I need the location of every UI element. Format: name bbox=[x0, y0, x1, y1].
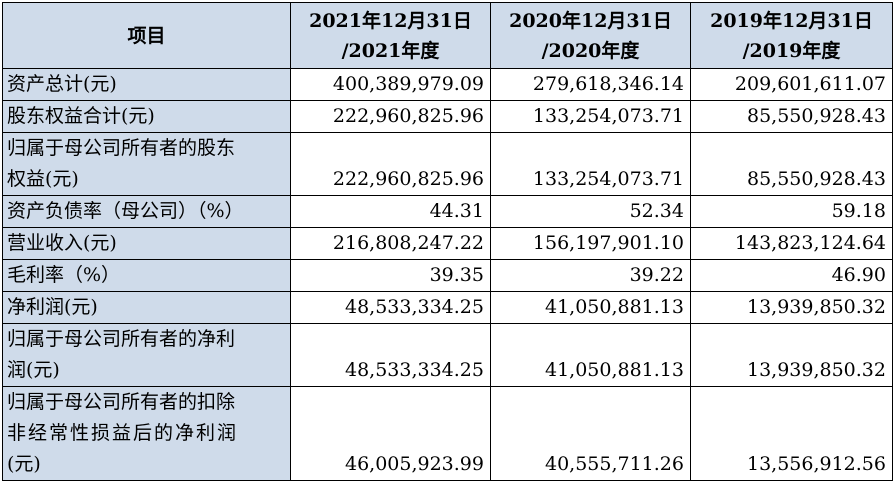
value-2021: 46,005,923.99 bbox=[290, 386, 491, 481]
value-2021: 39.35 bbox=[290, 259, 491, 292]
row-label: 归属于母公司所有者的股东 权益(元) bbox=[2, 132, 291, 196]
table-row: 营业收入(元) 216,808,247.22 156,197,901.10 14… bbox=[2, 227, 893, 260]
row-label: 资产总计(元) bbox=[2, 68, 291, 101]
value-2020: 41,050,881.13 bbox=[490, 291, 691, 324]
value-2019: 85,550,928.43 bbox=[690, 132, 893, 196]
value-2021: 400,389,979.09 bbox=[290, 68, 491, 101]
value-2020: 133,254,073.71 bbox=[490, 132, 691, 196]
header-2019-date: 2019年12月31日 bbox=[710, 9, 873, 32]
row-label: 净利润(元) bbox=[2, 291, 291, 324]
row-label-line: 非经常性损益后的净利润 bbox=[7, 422, 239, 444]
row-label: 归属于母公司所有者的扣除 非经常性损益后的净利润 (元) bbox=[2, 386, 291, 481]
row-label-line: 权益(元) bbox=[7, 168, 79, 190]
row-label: 营业收入(元) bbox=[2, 227, 291, 260]
table-row: 毛利率（%） 39.35 39.22 46.90 bbox=[2, 259, 893, 292]
row-label: 毛利率（%） bbox=[2, 259, 291, 292]
table-row: 股东权益合计(元) 222,960,825.96 133,254,073.71 … bbox=[2, 100, 893, 133]
table-row: 资产负债率（母公司）（%） 44.31 52.34 59.18 bbox=[2, 195, 893, 228]
header-2020-date: 2020年12月31日 bbox=[509, 9, 672, 32]
value-2021: 48,533,334.25 bbox=[290, 323, 491, 387]
value-2020: 39.22 bbox=[490, 259, 691, 292]
value-2019: 59.18 bbox=[690, 195, 893, 228]
table-row: 资产总计(元) 400,389,979.09 279,618,346.14 20… bbox=[2, 68, 893, 101]
table-row: 归属于母公司所有者的净利 润(元) 48,533,334.25 41,050,8… bbox=[2, 323, 893, 387]
row-label-line: 归属于母公司所有者的股东 bbox=[7, 137, 236, 159]
table-row: 归属于母公司所有者的股东 权益(元) 222,960,825.96 133,25… bbox=[2, 132, 893, 196]
header-item: 项目 bbox=[2, 2, 291, 69]
value-2019: 13,556,912.56 bbox=[690, 386, 893, 481]
value-2020: 133,254,073.71 bbox=[490, 100, 691, 133]
header-2021: 2021年12月31日 /2021年度 bbox=[290, 2, 491, 69]
row-label: 归属于母公司所有者的净利 润(元) bbox=[2, 323, 291, 387]
header-2019-year: /2019年度 bbox=[742, 39, 841, 62]
value-2020: 156,197,901.10 bbox=[490, 227, 691, 260]
header-2021-year: /2021年度 bbox=[341, 39, 440, 62]
value-2020: 279,618,346.14 bbox=[490, 68, 691, 101]
table-row: 归属于母公司所有者的扣除 非经常性损益后的净利润 (元) 46,005,923.… bbox=[2, 386, 893, 481]
value-2019: 13,939,850.32 bbox=[690, 291, 893, 324]
header-2020-year: /2020年度 bbox=[541, 39, 640, 62]
row-label-line: 归属于母公司所有者的净利 bbox=[7, 328, 236, 350]
value-2021: 48,533,334.25 bbox=[290, 291, 491, 324]
value-2019: 46.90 bbox=[690, 259, 893, 292]
value-2021: 222,960,825.96 bbox=[290, 132, 491, 196]
header-2019: 2019年12月31日 /2019年度 bbox=[690, 2, 893, 69]
value-2019: 85,550,928.43 bbox=[690, 100, 893, 133]
header-row: 项目 2021年12月31日 /2021年度 2020年12月31日 /2020… bbox=[2, 2, 893, 69]
row-label-line: 润(元) bbox=[7, 359, 60, 381]
header-2020: 2020年12月31日 /2020年度 bbox=[490, 2, 691, 69]
value-2021: 216,808,247.22 bbox=[290, 227, 491, 260]
row-label: 股东权益合计(元) bbox=[2, 100, 291, 133]
row-label: 资产负债率（母公司）（%） bbox=[2, 195, 291, 228]
financial-summary-table: 项目 2021年12月31日 /2021年度 2020年12月31日 /2020… bbox=[2, 2, 893, 481]
header-2021-date: 2021年12月31日 bbox=[309, 9, 472, 32]
value-2019: 209,601,611.07 bbox=[690, 68, 893, 101]
value-2019: 13,939,850.32 bbox=[690, 323, 893, 387]
value-2021: 44.31 bbox=[290, 195, 491, 228]
value-2020: 40,555,711.26 bbox=[490, 386, 691, 481]
value-2021: 222,960,825.96 bbox=[290, 100, 491, 133]
value-2020: 41,050,881.13 bbox=[490, 323, 691, 387]
value-2020: 52.34 bbox=[490, 195, 691, 228]
row-label-line: 归属于母公司所有者的扣除 bbox=[7, 391, 236, 413]
row-label-line: (元) bbox=[7, 453, 41, 475]
value-2019: 143,823,124.64 bbox=[690, 227, 893, 260]
table-row: 净利润(元) 48,533,334.25 41,050,881.13 13,93… bbox=[2, 291, 893, 324]
